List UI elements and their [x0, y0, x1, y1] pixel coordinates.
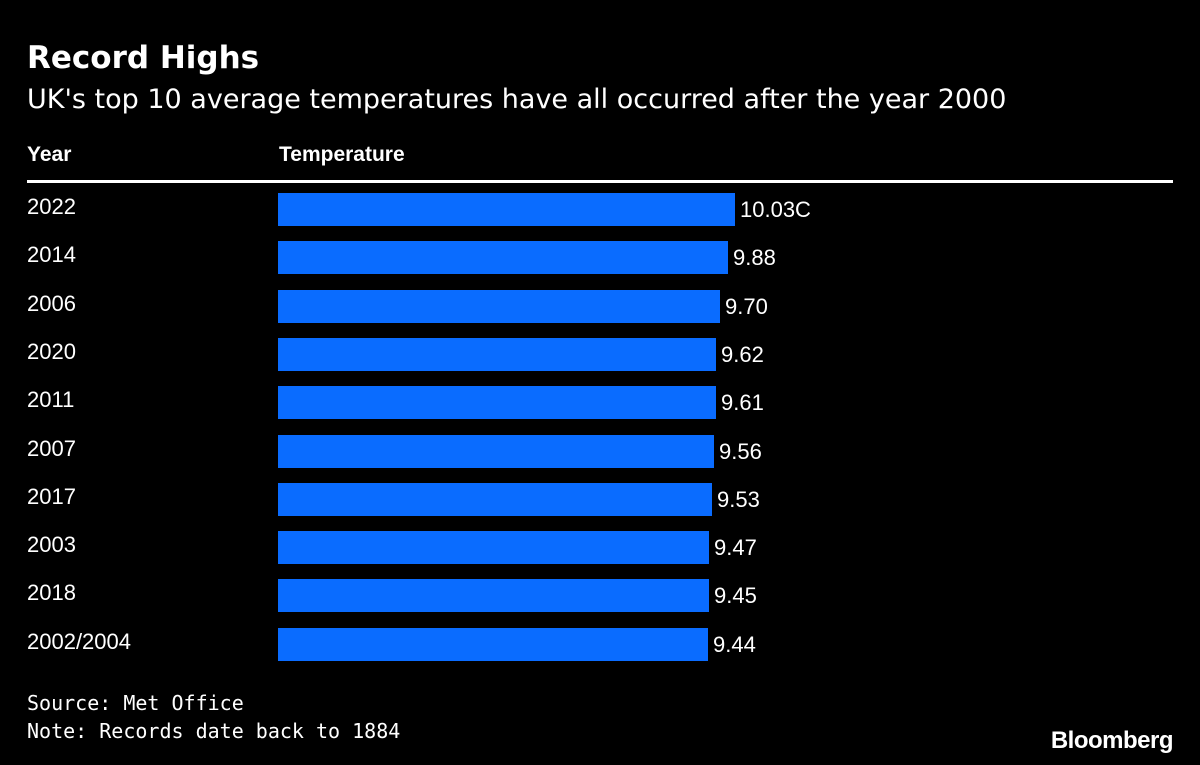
header-divider	[27, 180, 1173, 183]
year-label: 2018	[27, 580, 76, 606]
temperature-bar	[278, 434, 714, 468]
temperature-value-label: 9.45	[714, 583, 757, 609]
records-note: Note: Records date back to 1884	[27, 719, 401, 743]
temperature-bar	[278, 193, 735, 226]
year-label: 2002/2004	[27, 628, 131, 654]
temperature-value-label: 9.70	[725, 293, 768, 319]
year-label: 2003	[27, 532, 76, 558]
temperature-bar	[278, 337, 716, 371]
temperature-bar	[278, 627, 708, 661]
column-header-temperature: Temperature	[279, 143, 405, 166]
temperature-value-label: 9.56	[719, 438, 762, 464]
column-header-year: Year	[27, 143, 72, 166]
temperature-value-label: 9.61	[721, 390, 764, 416]
temperature-value-label: 9.44	[713, 631, 756, 657]
temperature-bar	[278, 579, 709, 613]
source-note: Source: Met Office	[27, 691, 244, 715]
year-label: 2006	[27, 290, 76, 316]
year-label: 2007	[27, 435, 76, 461]
year-label: 2011	[27, 387, 75, 413]
temperature-bar	[278, 482, 712, 516]
temperature-bar	[278, 241, 728, 275]
chart-subtitle: UK's top 10 average temperatures have al…	[27, 84, 1007, 115]
year-label: 2017	[27, 483, 76, 509]
temperature-value-label: 9.62	[721, 341, 764, 367]
year-label: 2022	[27, 194, 76, 219]
temperature-value-label: 9.47	[714, 535, 757, 561]
bloomberg-logo: Bloomberg	[1050, 727, 1174, 754]
temperature-value-label: 10.03C	[740, 197, 811, 222]
temperature-bar	[278, 386, 716, 420]
temperature-bar	[278, 531, 709, 565]
chart-title: Record Highs	[27, 40, 260, 76]
temperature-value-label: 9.53	[717, 486, 760, 512]
temperature-value-label: 9.88	[733, 245, 776, 271]
temperature-bar	[278, 289, 720, 323]
year-label: 2020	[27, 338, 76, 364]
year-label: 2014	[27, 242, 76, 268]
